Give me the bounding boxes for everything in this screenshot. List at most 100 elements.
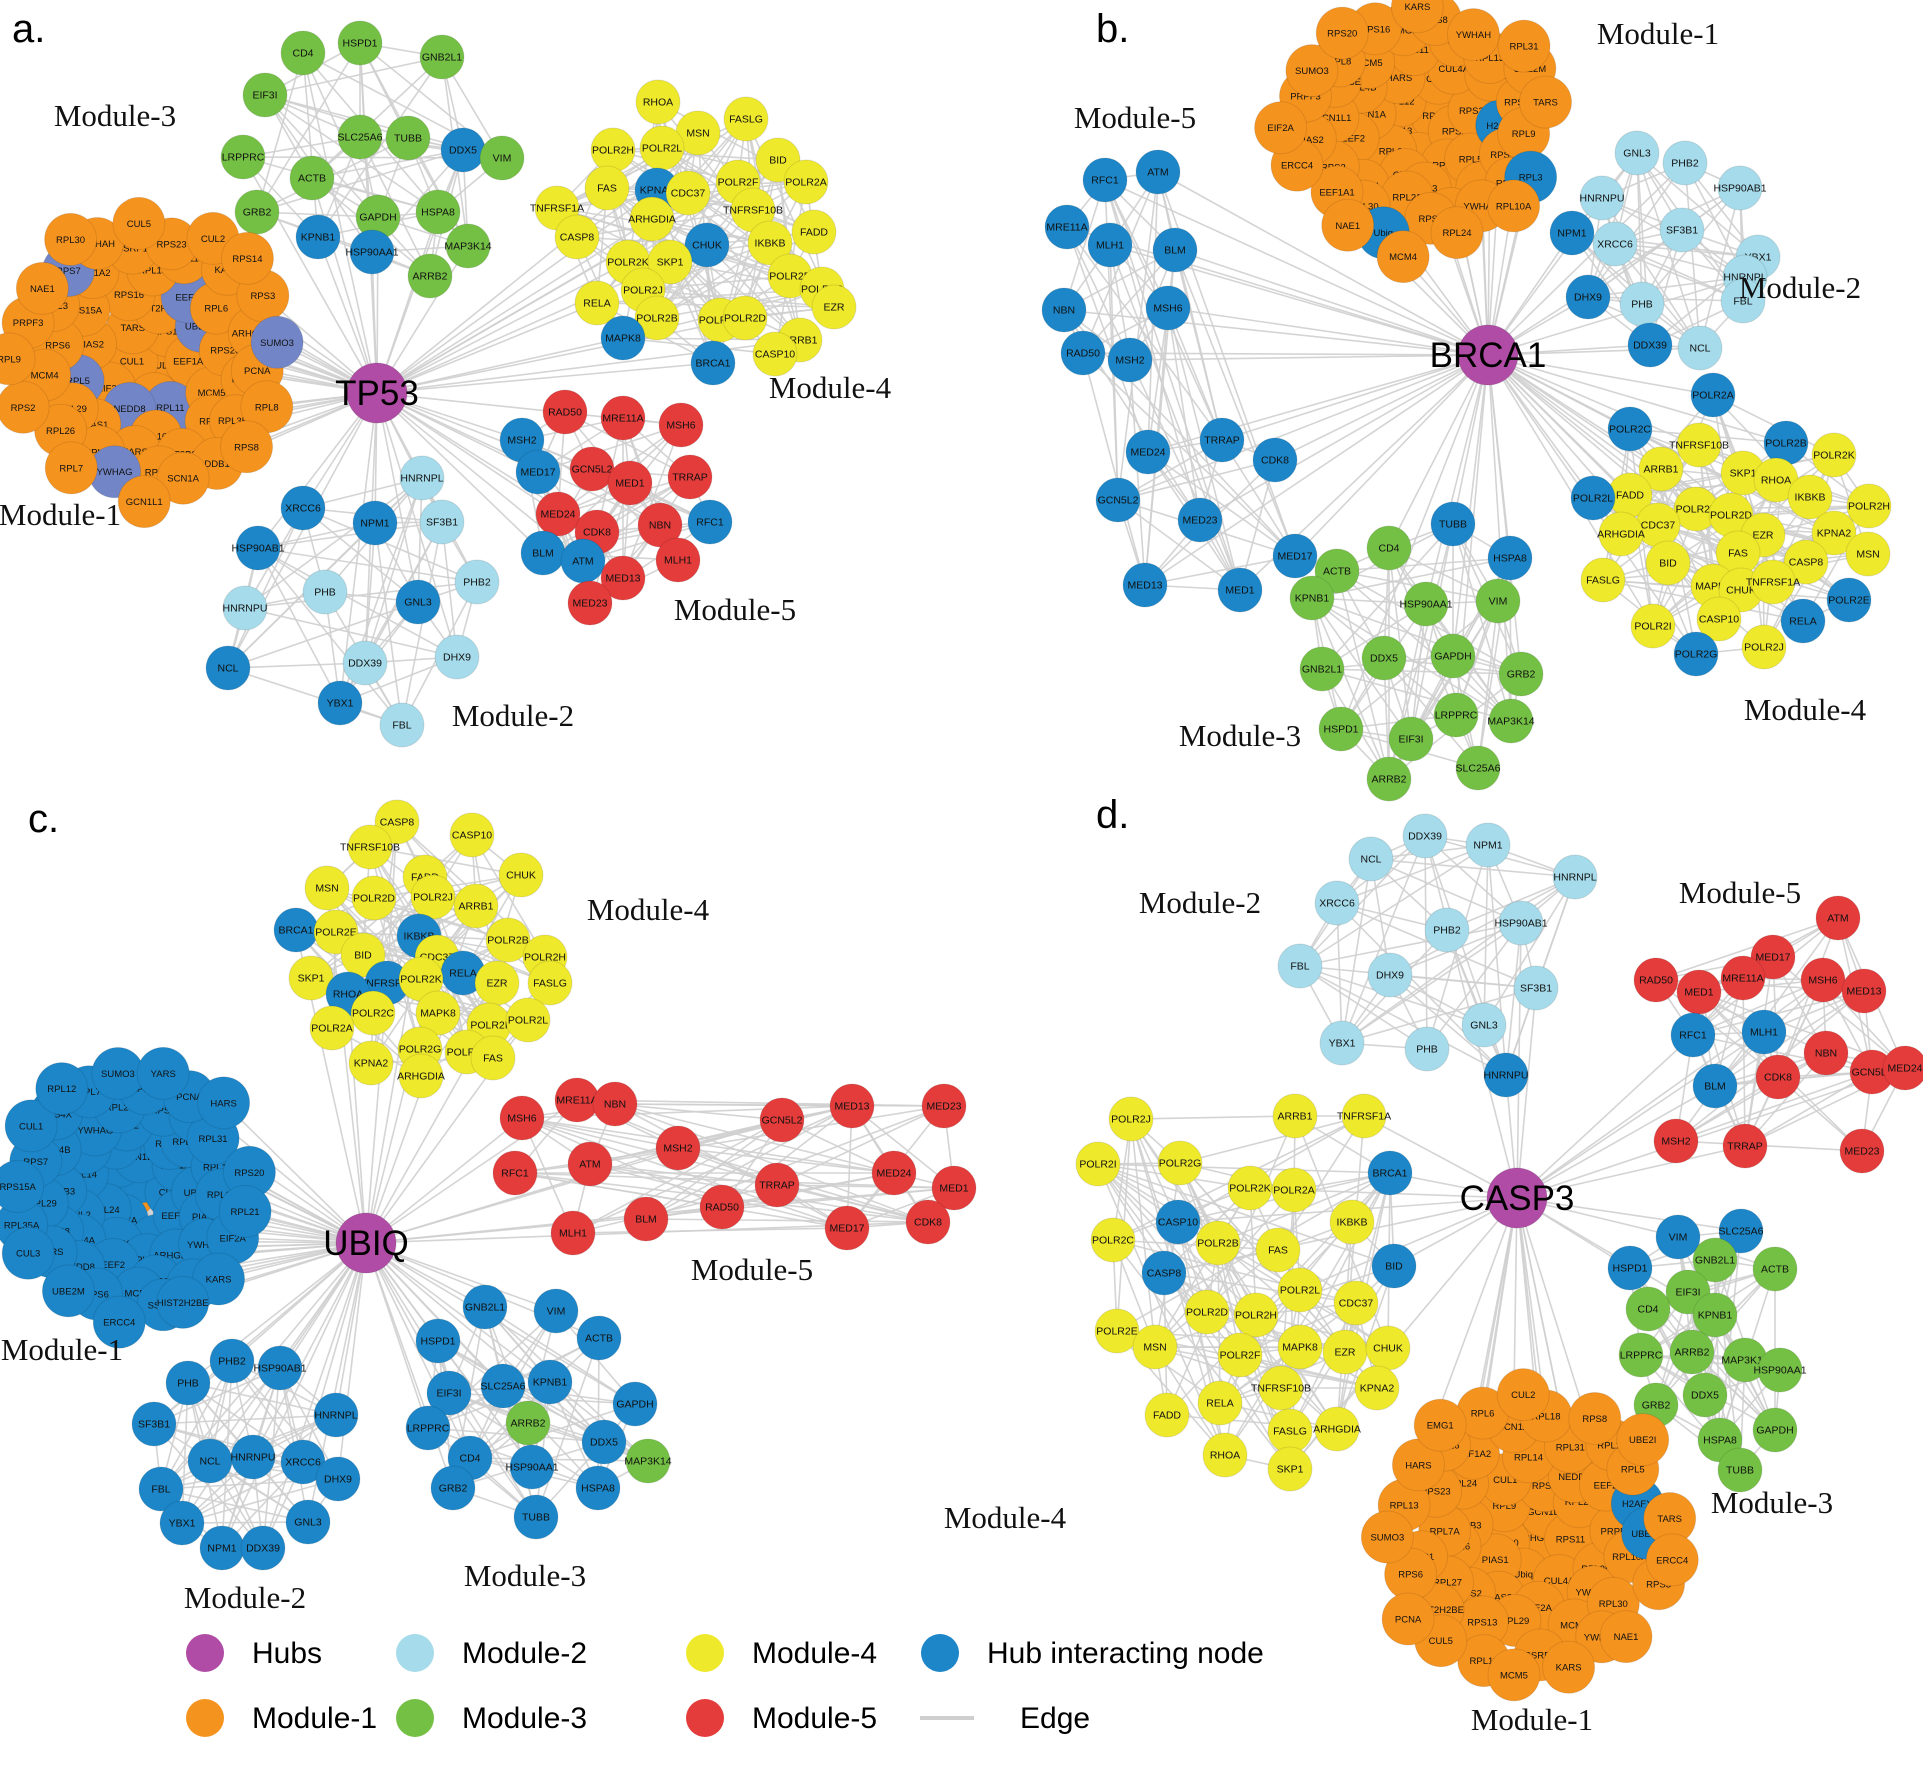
node-DHX9[interactable]: DHX9 xyxy=(1367,952,1413,998)
node-MAPK8[interactable]: MAPK8 xyxy=(600,315,646,361)
node-TRRAP[interactable]: TRRAP xyxy=(667,454,713,500)
node-ARRB2[interactable]: ARRB2 xyxy=(407,253,453,299)
node-PHB[interactable]: PHB xyxy=(1619,281,1665,327)
node-DHX9[interactable]: DHX9 xyxy=(434,634,480,680)
node-POLR2J[interactable]: POLR2J xyxy=(1741,624,1787,670)
node-POLR2C[interactable]: POLR2C xyxy=(1090,1217,1136,1263)
node-CASP10[interactable]: CASP10 xyxy=(449,812,495,858)
node-GCN5L2[interactable]: GCN5L2 xyxy=(569,446,615,492)
node-BID[interactable]: BID xyxy=(1645,540,1691,586)
node-MED23[interactable]: MED23 xyxy=(567,580,613,626)
node-LRPPRC[interactable]: LRPPRC xyxy=(1433,692,1479,738)
node-SKP1[interactable]: SKP1 xyxy=(1267,1446,1313,1492)
node-RHOA[interactable]: RHOA xyxy=(1202,1432,1248,1478)
node-DDX39[interactable]: DDX39 xyxy=(1402,813,1448,859)
node-SLC25A6[interactable]: SLC25A6 xyxy=(480,1363,526,1409)
node-PHB2[interactable]: PHB2 xyxy=(1424,907,1470,953)
node-POLR2H[interactable]: POLR2H xyxy=(590,127,636,173)
node-DHX9[interactable]: DHX9 xyxy=(1565,274,1611,320)
node-MED1[interactable]: MED1 xyxy=(1217,567,1263,613)
node-MSN[interactable]: MSN xyxy=(1845,531,1891,577)
node-PHB2[interactable]: PHB2 xyxy=(209,1338,255,1384)
node-RELA[interactable]: RELA xyxy=(1780,598,1826,644)
node-EIF3I[interactable]: EIF3I xyxy=(1388,716,1434,762)
node-MLH1[interactable]: MLH1 xyxy=(550,1210,596,1256)
node-FADD[interactable]: FADD xyxy=(1144,1392,1190,1438)
node-CUL2[interactable]: CUL2 xyxy=(1496,1368,1550,1422)
node-CD4[interactable]: CD4 xyxy=(1366,525,1412,571)
node-EZR[interactable]: EZR xyxy=(474,960,520,1006)
node-POLR2H[interactable]: POLR2H xyxy=(1233,1292,1279,1338)
node-HSP90AA1[interactable]: HSP90AA1 xyxy=(1399,581,1453,627)
node-DDX5[interactable]: DDX5 xyxy=(1682,1372,1728,1418)
node-MLH1[interactable]: MLH1 xyxy=(1087,222,1133,268)
node-HNRNPL[interactable]: HNRNPL xyxy=(399,455,445,501)
node-CDK8[interactable]: CDK8 xyxy=(1252,437,1298,483)
node-PHB2[interactable]: PHB2 xyxy=(1662,140,1708,186)
node-RFC1[interactable]: RFC1 xyxy=(492,1150,538,1196)
node-EZR[interactable]: EZR xyxy=(1322,1329,1368,1375)
node-HNRNPL[interactable]: HNRNPL xyxy=(313,1392,359,1438)
node-HSPD1[interactable]: HSPD1 xyxy=(1318,706,1364,752)
node-GNL3[interactable]: GNL3 xyxy=(395,579,441,625)
node-POLR2F[interactable]: POLR2F xyxy=(1217,1332,1263,1378)
node-HNRNPU[interactable]: HNRNPU xyxy=(230,1434,276,1480)
node-ARRB2[interactable]: ARRB2 xyxy=(1669,1329,1715,1375)
node-FASLG[interactable]: FASLG xyxy=(1267,1408,1313,1454)
node-MED24[interactable]: MED24 xyxy=(535,491,581,537)
node-RPL10A[interactable]: RPL10A xyxy=(1487,179,1541,233)
node-HARS[interactable]: HARS xyxy=(197,1076,251,1130)
node-ARRB2[interactable]: ARRB2 xyxy=(1366,756,1412,802)
node-NCL[interactable]: NCL xyxy=(205,645,251,691)
node-KPNB1[interactable]: KPNB1 xyxy=(295,214,341,260)
node-BLM[interactable]: BLM xyxy=(520,530,566,576)
node-RFC1[interactable]: RFC1 xyxy=(1082,157,1128,203)
node-TRRAP[interactable]: TRRAP xyxy=(1199,417,1245,463)
node-YBX1[interactable]: YBX1 xyxy=(317,680,363,726)
node-HSP90AA1[interactable]: HSP90AA1 xyxy=(345,229,399,275)
node-CASP8[interactable]: CASP8 xyxy=(1141,1250,1187,1296)
node-MED13[interactable]: MED13 xyxy=(1122,562,1168,608)
node-RAD50[interactable]: RAD50 xyxy=(699,1184,745,1230)
node-UBE2I[interactable]: UBE2I xyxy=(1616,1413,1670,1467)
node-KPNB1[interactable]: KPNB1 xyxy=(1289,575,1335,621)
node-NPM1[interactable]: NPM1 xyxy=(1549,210,1595,256)
node-HSPA8[interactable]: HSPA8 xyxy=(575,1465,621,1511)
node-ARRB1[interactable]: ARRB1 xyxy=(1272,1093,1318,1139)
node-CDK8[interactable]: CDK8 xyxy=(905,1199,951,1245)
node-POLR2D[interactable]: POLR2D xyxy=(722,295,768,341)
node-PHB[interactable]: PHB xyxy=(1404,1026,1450,1072)
node-FAS[interactable]: FAS xyxy=(1255,1227,1301,1273)
node-FBL[interactable]: FBL xyxy=(379,702,425,748)
node-LRPPRC[interactable]: LRPPRC xyxy=(1618,1332,1664,1378)
node-CUL5[interactable]: CUL5 xyxy=(112,196,166,250)
node-YBX1[interactable]: YBX1 xyxy=(1319,1020,1365,1066)
node-HSP90AA1[interactable]: HSP90AA1 xyxy=(505,1444,559,1490)
node-GAPDH[interactable]: GAPDH xyxy=(612,1381,658,1427)
node-RPL24[interactable]: RPL24 xyxy=(1430,206,1484,260)
node-RPS8[interactable]: RPS8 xyxy=(220,420,274,474)
node-NBN[interactable]: NBN xyxy=(1041,287,1087,333)
node-MRE11A[interactable]: MRE11A xyxy=(554,1077,600,1123)
node-HNRNPU[interactable]: HNRNPU xyxy=(222,585,268,631)
node-POLR2G[interactable]: POLR2G xyxy=(1157,1140,1203,1186)
node-NCL[interactable]: NCL xyxy=(1348,836,1394,882)
node-HNRNPU[interactable]: HNRNPU xyxy=(1483,1052,1529,1098)
node-FBL[interactable]: FBL xyxy=(1720,278,1766,324)
node-NBN[interactable]: NBN xyxy=(592,1081,638,1127)
node-TUBB[interactable]: TUBB xyxy=(385,115,431,161)
node-ATM[interactable]: ATM xyxy=(1135,149,1181,195)
node-FASLG[interactable]: FASLG xyxy=(1580,557,1626,603)
node-CDC37[interactable]: CDC37 xyxy=(665,170,711,216)
node-FBL[interactable]: FBL xyxy=(1277,943,1323,989)
node-MED24[interactable]: MED24 xyxy=(1125,429,1171,475)
node-FAS[interactable]: FAS xyxy=(470,1035,516,1081)
node-RPL21[interactable]: RPL21 xyxy=(218,1184,272,1238)
node-RPS14[interactable]: RPS14 xyxy=(220,231,274,285)
node-KPNA2[interactable]: KPNA2 xyxy=(1354,1365,1400,1411)
node-EZR[interactable]: EZR xyxy=(811,284,857,330)
node-MED23[interactable]: MED23 xyxy=(1177,497,1223,543)
node-RFC1[interactable]: RFC1 xyxy=(1670,1012,1716,1058)
node-IKBKB[interactable]: IKBKB xyxy=(1329,1199,1375,1245)
node-CDC37[interactable]: CDC37 xyxy=(1635,502,1681,548)
